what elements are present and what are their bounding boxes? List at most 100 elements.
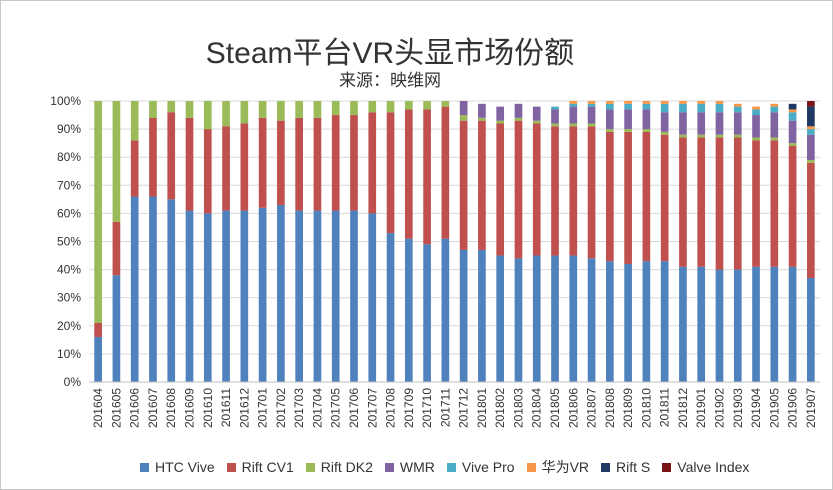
- legend-item: Rift CV1: [226, 459, 294, 475]
- bar-segment: [532, 106, 541, 121]
- bar-segment: [752, 109, 760, 116]
- bar-segment: [679, 112, 687, 135]
- bar-segment: [679, 101, 687, 104]
- legend-item: 华为VR: [526, 457, 590, 477]
- bar-segment: [697, 101, 706, 104]
- bar-segment: [770, 112, 779, 138]
- legend-label: HTC Vive: [155, 459, 215, 475]
- bar-segment: [569, 106, 578, 124]
- bar-segment: [222, 210, 230, 382]
- bar-segment: [587, 126, 596, 259]
- bar-segment: [441, 238, 450, 382]
- bar-segment: [478, 103, 486, 118]
- bar-segment: [532, 120, 541, 124]
- x-tick-label: 201701: [256, 388, 270, 428]
- bar-segment: [350, 115, 358, 211]
- x-tick-label: 201904: [749, 388, 763, 428]
- bar-segment: [295, 117, 304, 211]
- bar-segment: [222, 126, 230, 211]
- bar-segment: [185, 117, 194, 211]
- y-tick-label: 0%: [64, 375, 82, 389]
- chart-subtitle: 来源：映维网: [339, 71, 441, 90]
- x-tick-label: 201605: [109, 388, 123, 428]
- bar-segment: [807, 134, 815, 161]
- y-tick-label: 70%: [57, 178, 81, 192]
- bar-segment: [130, 196, 139, 382]
- bar-segment: [167, 101, 176, 113]
- x-tick-label: 201611: [219, 388, 233, 427]
- bar-segment: [167, 199, 176, 382]
- bar-segment: [331, 115, 340, 211]
- bar-segment: [258, 117, 267, 208]
- x-tick-label: 201702: [274, 388, 288, 428]
- bar-segment: [496, 120, 505, 124]
- bar-segment: [660, 103, 669, 113]
- bar-segment: [715, 103, 724, 113]
- bar-segment: [715, 269, 724, 382]
- bar-segment: [459, 120, 468, 250]
- legend-swatch: [305, 462, 315, 472]
- legend-swatch: [446, 462, 456, 472]
- bar-segment: [788, 143, 797, 146]
- bar-segment: [386, 101, 395, 113]
- x-tick-label: 201706: [347, 388, 361, 428]
- bar-segment: [112, 221, 121, 276]
- bar-segment: [258, 207, 267, 382]
- bar-segment: [350, 210, 358, 382]
- bar-segment: [697, 112, 706, 135]
- bar-segment: [258, 101, 267, 118]
- bar-segment: [660, 112, 669, 132]
- bar-segment: [624, 129, 632, 132]
- bar-segment: [277, 120, 285, 205]
- bar-segment: [660, 101, 669, 104]
- bar-segment: [679, 103, 687, 113]
- x-tick-label: 201903: [731, 388, 745, 428]
- x-tick-label: 201704: [310, 388, 324, 428]
- x-tick-label: 201711: [438, 388, 452, 427]
- bar-segment: [277, 204, 285, 382]
- x-tick-label: 201612: [237, 388, 251, 428]
- x-tick-label: 201705: [329, 388, 343, 428]
- bar-segment: [642, 101, 651, 104]
- bar-segment: [587, 101, 596, 104]
- bar-segment: [788, 266, 797, 382]
- bar-segment: [386, 112, 395, 234]
- legend-item: Rift DK2: [305, 459, 373, 475]
- x-tick-label: 201803: [511, 388, 525, 428]
- bar-segment: [478, 249, 486, 382]
- bar-segment: [94, 101, 102, 323]
- legend-label: Valve Index: [677, 459, 750, 475]
- bar-segment: [587, 103, 596, 107]
- legend-item: Vive Pro: [446, 459, 515, 475]
- bar-segment: [496, 255, 505, 382]
- bar-segment: [715, 134, 724, 138]
- bar-segment: [240, 123, 249, 211]
- bar-segment: [752, 137, 760, 141]
- legend-label: 华为VR: [541, 459, 590, 475]
- y-tick-label: 100%: [50, 94, 81, 108]
- bar-segment: [605, 129, 614, 132]
- legend-label: WMR: [399, 459, 435, 475]
- legend-label: Rift CV1: [241, 459, 294, 475]
- bar-segment: [313, 117, 322, 211]
- bar-segment: [624, 131, 632, 264]
- bar-segment: [605, 261, 614, 382]
- bar-segment: [532, 255, 541, 382]
- bar-segment: [697, 134, 706, 138]
- bar-segment: [788, 112, 797, 121]
- bar-segment: [240, 210, 249, 382]
- x-tick-label: 201804: [530, 388, 544, 428]
- bar-segment: [569, 123, 578, 127]
- bar-segment: [423, 101, 431, 110]
- x-tick-label: 201609: [183, 388, 197, 428]
- x-tick-label: 201709: [402, 388, 416, 428]
- x-tick-label: 201809: [621, 388, 635, 428]
- x-tick-label: 201610: [201, 388, 215, 428]
- legend-swatch: [526, 462, 536, 472]
- chart-legend: HTC Vive Rift CV1 Rift DK2 WMR Vive Pro 华为VR R…: [140, 457, 830, 477]
- bar-segment: [167, 112, 176, 200]
- bar-segment: [295, 210, 304, 382]
- x-tick-label: 201712: [457, 388, 471, 428]
